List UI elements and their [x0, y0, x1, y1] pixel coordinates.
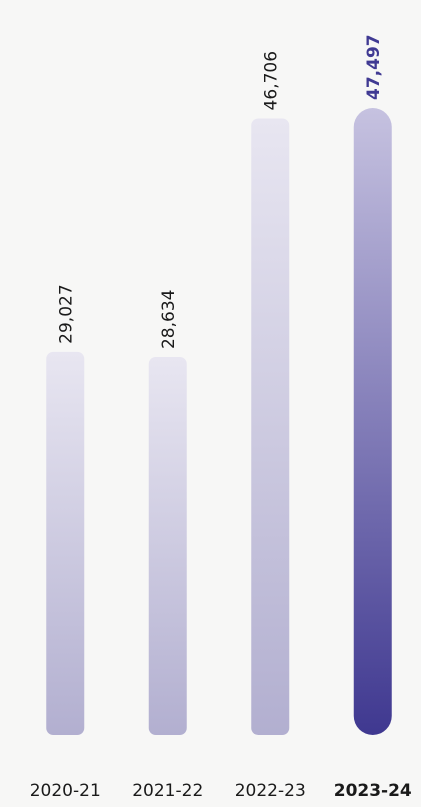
x-tick-label: 2022-23	[235, 781, 306, 801]
value-label: 29,027	[56, 284, 76, 343]
x-tick-label: 2021-22	[132, 781, 203, 801]
bar	[353, 108, 392, 735]
value-label: 46,706	[261, 51, 281, 110]
x-tick-label: 2023-24	[334, 781, 412, 801]
value-label: 47,497	[364, 34, 384, 100]
bar	[148, 357, 187, 735]
value-label: 28,634	[159, 290, 179, 349]
bar	[251, 118, 290, 736]
x-tick-label: 2020-21	[30, 781, 101, 801]
bar	[46, 351, 85, 735]
